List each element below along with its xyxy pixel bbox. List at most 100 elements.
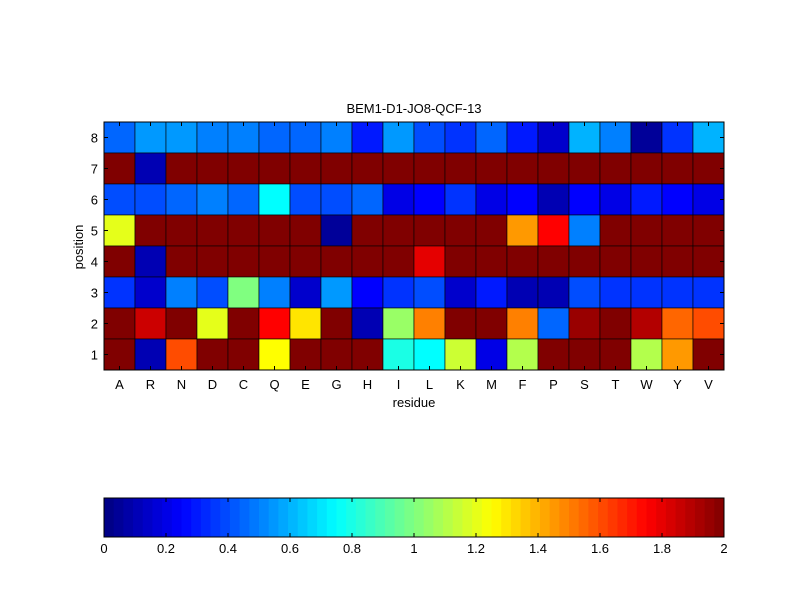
heatmap-cell xyxy=(692,245,725,278)
heatmap-cell xyxy=(320,307,353,340)
heatmap-cell xyxy=(506,276,539,309)
heatmap-cell xyxy=(475,214,508,247)
heatmap-cell xyxy=(351,152,384,185)
heatmap-cell xyxy=(351,307,384,340)
colorbar-segment xyxy=(191,498,202,537)
heatmap-cell xyxy=(413,183,446,216)
colorbar-segment xyxy=(317,498,328,537)
colorbar-segment xyxy=(588,498,599,537)
heatmap-cell xyxy=(661,121,694,154)
x-tick-label: R xyxy=(146,377,155,392)
colorbar-tick-label: 0 xyxy=(100,541,107,556)
heatmap-cell xyxy=(227,307,260,340)
heatmap-cell xyxy=(165,183,198,216)
colorbar-segment xyxy=(656,498,667,537)
colorbar-segment xyxy=(665,498,676,537)
y-tick-label: 4 xyxy=(91,255,98,270)
heatmap-cell xyxy=(537,214,570,247)
colorbar-segment xyxy=(627,498,638,537)
heatmap-cell xyxy=(630,276,663,309)
colorbar-segment xyxy=(510,498,521,537)
x-tick-label: Y xyxy=(673,377,682,392)
heatmap-cell xyxy=(630,214,663,247)
heatmap-cell xyxy=(258,121,291,154)
heatmap-cell xyxy=(661,338,694,371)
heatmap-cell xyxy=(537,276,570,309)
heatmap-cell xyxy=(289,214,322,247)
colorbar-segment xyxy=(288,498,299,537)
heatmap-cell xyxy=(692,214,725,247)
heatmap-cell xyxy=(568,183,601,216)
colorbar-segment xyxy=(297,498,308,537)
heatmap-cell xyxy=(382,214,415,247)
colorbar-tick-label: 1.6 xyxy=(591,541,609,556)
heatmap-cell xyxy=(320,338,353,371)
heatmap-cell xyxy=(568,121,601,154)
colorbar-segment xyxy=(520,498,531,537)
heatmap-cell xyxy=(165,214,198,247)
x-tick-label: I xyxy=(397,377,401,392)
heatmap-cell xyxy=(227,152,260,185)
heatmap-cell xyxy=(227,121,260,154)
heatmap-cell xyxy=(196,152,229,185)
colorbar-segment xyxy=(481,498,492,537)
colorbar-segment xyxy=(530,498,541,537)
plot-frame xyxy=(103,121,725,371)
colorbar-segment xyxy=(394,498,405,537)
heatmap-cell xyxy=(289,121,322,154)
heatmap-cell xyxy=(506,307,539,340)
colorbar-segment xyxy=(414,498,425,537)
heatmap-cell xyxy=(599,183,632,216)
heatmap-cell xyxy=(630,183,663,216)
heatmap-cell xyxy=(258,245,291,278)
heatmap-cell xyxy=(134,276,167,309)
y-tick-label: 1 xyxy=(91,348,98,363)
heatmap-cell xyxy=(134,152,167,185)
heatmap-cell xyxy=(506,183,539,216)
heatmap-cell xyxy=(630,245,663,278)
heatmap-cell xyxy=(258,214,291,247)
colorbar-segment xyxy=(239,498,250,537)
colorbar-segment xyxy=(249,498,260,537)
heatmap-cell xyxy=(537,183,570,216)
x-tick-label: F xyxy=(519,377,527,392)
heatmap-cell xyxy=(599,121,632,154)
colorbar-segment xyxy=(452,498,463,537)
colorbar-tick-label: 0.2 xyxy=(157,541,175,556)
heatmap-cell xyxy=(289,245,322,278)
heatmap-cell xyxy=(692,338,725,371)
heatmap-cell xyxy=(258,152,291,185)
heatmap-cell xyxy=(413,121,446,154)
heatmap-cell xyxy=(506,214,539,247)
heatmap-cell xyxy=(413,214,446,247)
heatmap-cell xyxy=(568,214,601,247)
colorbar-segment xyxy=(326,498,337,537)
heatmap-cell xyxy=(413,307,446,340)
heatmap-cell xyxy=(506,338,539,371)
heatmap-cell xyxy=(196,307,229,340)
chart-title: BEM1-D1-JO8-QCF-13 xyxy=(346,101,481,116)
heatmap-cell xyxy=(475,338,508,371)
x-tick-label: V xyxy=(704,377,713,392)
colorbar-segment xyxy=(578,498,589,537)
heatmap-cell xyxy=(444,276,477,309)
heatmap-cell xyxy=(196,276,229,309)
colorbar-segment xyxy=(220,498,231,537)
heatmap-cell xyxy=(568,338,601,371)
heatmap-cell xyxy=(692,121,725,154)
colorbar-segment xyxy=(365,498,376,537)
colorbar-segment xyxy=(152,498,163,537)
heatmap-cell xyxy=(506,121,539,154)
colorbar-segment xyxy=(491,498,502,537)
x-axis-label: residue xyxy=(393,395,436,410)
colorbar-segment xyxy=(346,498,357,537)
x-tick-label: H xyxy=(363,377,372,392)
heatmap-cell xyxy=(599,152,632,185)
x-tick-label: Q xyxy=(269,377,279,392)
heatmap-cell xyxy=(444,245,477,278)
colorbar-segment xyxy=(104,498,115,537)
heatmap-cell xyxy=(475,276,508,309)
heatmap-cell xyxy=(103,245,136,278)
colorbar-segment xyxy=(569,498,580,537)
heatmap-cell xyxy=(506,152,539,185)
